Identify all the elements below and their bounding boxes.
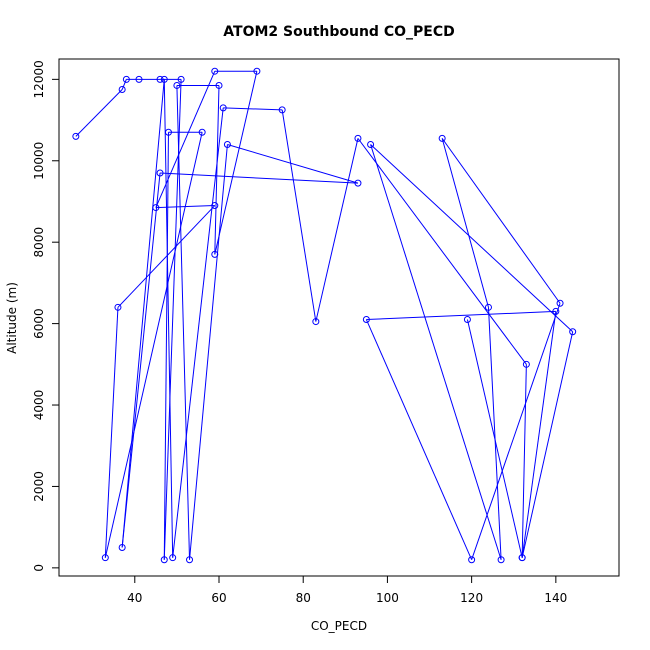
data-point [186, 556, 194, 564]
data-point [198, 128, 206, 136]
series-segment [163, 79, 174, 558]
data-point [522, 360, 530, 368]
series-segment [121, 79, 165, 548]
series-segment [227, 144, 359, 184]
series-segment [104, 307, 119, 558]
x-tick-label-100: 100 [376, 591, 399, 605]
x-axis-label: CO_PECD [311, 619, 367, 633]
data-point [219, 104, 227, 112]
data-point [72, 132, 80, 140]
chart-title: ATOM2 Southbound CO_PECD [223, 24, 454, 40]
data-point [552, 307, 560, 315]
data-point [215, 81, 223, 89]
data-point [160, 75, 168, 83]
data-point [438, 134, 446, 142]
series-points [72, 67, 577, 564]
plot-frame [58, 58, 620, 577]
y-tick-label-2000: 2000 [32, 471, 46, 502]
data-point [556, 299, 564, 307]
data-point [354, 179, 362, 187]
series-segment [370, 144, 574, 333]
data-point [211, 202, 219, 210]
data-point [118, 86, 126, 94]
series-segment [281, 109, 317, 322]
x-tick-label-120: 120 [460, 591, 483, 605]
x-tick-label-80: 80 [296, 591, 311, 605]
series-segment [117, 205, 216, 308]
series-segment [160, 172, 358, 184]
data-point [278, 106, 286, 114]
series-segment [521, 364, 527, 558]
series-segment [176, 85, 191, 560]
series-segment [521, 311, 557, 558]
series-segment [365, 319, 473, 560]
series-segment [214, 85, 220, 255]
data-point [518, 554, 526, 562]
series-segment [441, 138, 489, 308]
x-axis: 40 60 80 100 120 140 [127, 576, 567, 605]
series-segment [471, 303, 561, 560]
series-segment [189, 144, 228, 560]
y-axis-label: Altitude (m) [5, 282, 19, 354]
series-segment [75, 89, 123, 137]
series-segment [104, 132, 203, 558]
data-point [354, 134, 362, 142]
series-segment [163, 132, 169, 560]
series-segment [223, 107, 283, 111]
data-point [484, 303, 492, 311]
data-point [211, 67, 219, 75]
data-point [463, 316, 471, 324]
data-point [169, 554, 177, 562]
series-segment [357, 138, 527, 365]
series-segment [155, 205, 215, 209]
y-tick-label-0: 0 [32, 564, 46, 572]
y-tick-label-6000: 6000 [32, 308, 46, 339]
data-point [164, 128, 172, 136]
data-point [152, 204, 160, 212]
x-tick-label-140: 140 [544, 591, 567, 605]
data-point [156, 75, 164, 83]
series-segment [315, 138, 359, 322]
data-point [312, 318, 320, 326]
series-segment [487, 307, 502, 560]
data-point [173, 81, 181, 89]
series-segment [121, 79, 127, 90]
data-point [122, 75, 130, 83]
data-point [118, 544, 126, 552]
data-point [569, 328, 577, 336]
y-tick-label-12000: 12000 [32, 60, 46, 98]
series-segment [521, 331, 574, 558]
series-segment [370, 144, 502, 560]
data-point [114, 303, 122, 311]
y-tick-label-10000: 10000 [32, 142, 46, 180]
series-segment [466, 319, 523, 558]
data-point [367, 140, 375, 148]
series-segment [121, 172, 161, 548]
data-point [362, 316, 370, 324]
data-point [253, 67, 261, 75]
data-point [211, 250, 219, 258]
y-tick-label-4000: 4000 [32, 390, 46, 421]
data-point [468, 556, 476, 564]
data-point [135, 75, 143, 83]
series-line [75, 70, 574, 560]
data-point [160, 556, 168, 564]
data-point [497, 556, 505, 564]
series-segment [172, 107, 224, 558]
data-point [223, 140, 231, 148]
series-segment [366, 310, 556, 321]
x-tick-label-40: 40 [127, 591, 142, 605]
data-point [156, 169, 164, 177]
x-tick-label-60: 60 [211, 591, 226, 605]
series-segment [214, 71, 258, 255]
y-axis: 0 2000 4000 6000 8000 10000 12000 [32, 60, 59, 572]
y-tick-label-8000: 8000 [32, 227, 46, 258]
data-point [177, 75, 185, 83]
series-segment [163, 79, 182, 560]
data-point [101, 554, 109, 562]
series-segment [441, 138, 561, 304]
